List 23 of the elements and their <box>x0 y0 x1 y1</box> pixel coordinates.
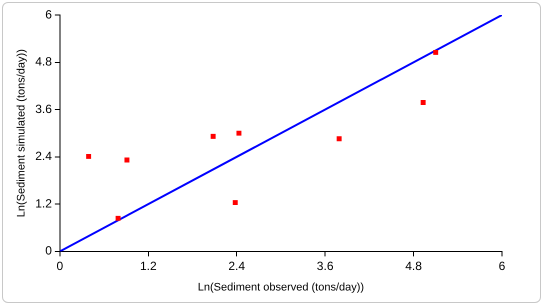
x-axis-title: Ln(Sediment observed (tons/day)) <box>198 281 364 294</box>
y-tick-label: 4.8 <box>35 54 52 69</box>
y-axis-title: Ln(Sediment simulated (tons/day)) <box>16 49 28 218</box>
point <box>433 50 438 55</box>
y-tick-label: 1.2 <box>35 196 52 210</box>
point <box>124 158 130 162</box>
x-tick-label: 6 <box>498 258 506 273</box>
point <box>86 154 92 159</box>
point <box>236 130 242 136</box>
point <box>420 100 426 105</box>
x-tick-label: 0 <box>56 258 64 273</box>
point <box>210 134 216 139</box>
x-tick-label: 2.4 <box>228 258 246 273</box>
point <box>232 200 238 206</box>
y-tick-label: 3.6 <box>35 102 52 116</box>
x-tick-label: 1.2 <box>140 258 157 273</box>
y-tick-label: 2.4 <box>35 149 52 164</box>
point <box>336 136 342 142</box>
point <box>116 216 121 221</box>
y-tick-label: 0 <box>45 244 52 258</box>
x-tick-label: 4.8 <box>405 258 422 273</box>
y-tick-label: 6 <box>45 7 52 22</box>
x-tick-label: 3.6 <box>316 258 334 273</box>
